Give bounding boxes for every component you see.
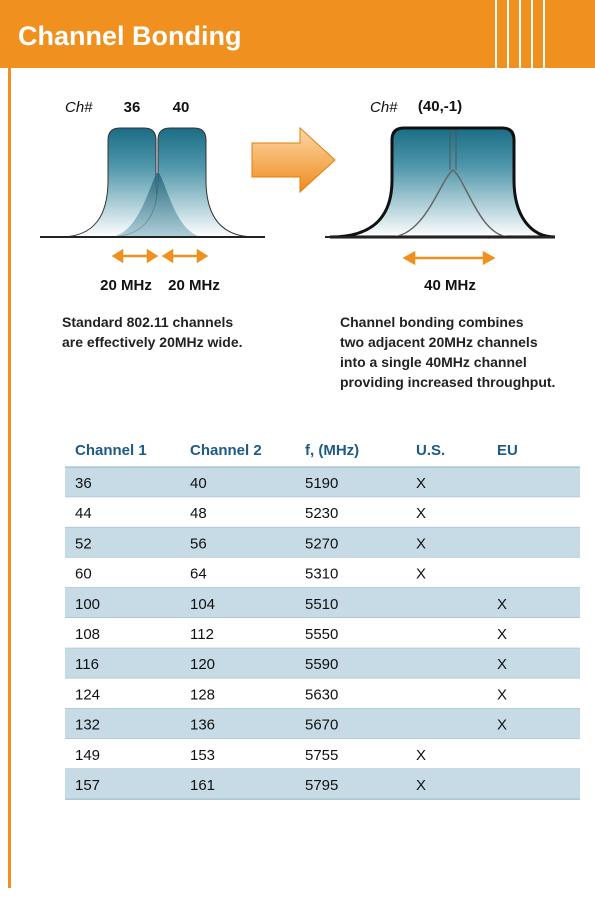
- table-cell: 5230: [305, 505, 338, 522]
- title: Channel Bonding: [18, 21, 241, 51]
- channel-label: 36: [124, 99, 141, 116]
- width-label: 20 MHz: [168, 277, 220, 294]
- table-cell: 48: [190, 505, 207, 522]
- table-cell: 5510: [305, 596, 338, 613]
- channel-label: 40: [173, 99, 190, 116]
- table-cell: X: [497, 686, 507, 703]
- table-cell: 100: [75, 596, 100, 613]
- table-cell: 136: [190, 717, 215, 734]
- caption: Standard 802.11 channels: [62, 314, 233, 330]
- table-cell: X: [497, 656, 507, 673]
- caption: two adjacent 20MHz channels: [340, 334, 538, 350]
- table-cell: 5190: [305, 475, 338, 492]
- table-cell: X: [497, 626, 507, 643]
- table-cell: 161: [190, 777, 215, 794]
- caption: providing increased throughput.: [340, 374, 555, 390]
- table-cell: 64: [190, 566, 207, 583]
- table-cell: X: [416, 777, 426, 794]
- transition-arrow: [252, 128, 335, 192]
- table-cell: X: [416, 535, 426, 552]
- right-figure: [325, 128, 555, 263]
- width-label: 40 MHz: [424, 277, 476, 294]
- table-cell: 5755: [305, 747, 338, 764]
- table-cell: X: [416, 566, 426, 583]
- left-border: [8, 68, 11, 888]
- table-cell: X: [497, 717, 507, 734]
- table-cell: 5590: [305, 656, 338, 673]
- table-cell: 104: [190, 596, 215, 613]
- ch-label: Ch#: [65, 99, 93, 116]
- table-cell: 40: [190, 475, 207, 492]
- width-label: 20 MHz: [100, 277, 152, 294]
- table-cell: X: [416, 475, 426, 492]
- channel-table: Channel 1 Channel 2 f, (MHz) U.S. EU 36 40 5190…: [65, 442, 580, 799]
- table-cell: 132: [75, 717, 100, 734]
- ch-label: Ch#: [370, 99, 398, 116]
- table-header: U.S.: [416, 442, 445, 459]
- table-cell: 149: [75, 747, 100, 764]
- table-header: f, (MHz): [305, 442, 359, 459]
- table-cell: 56: [190, 535, 207, 552]
- channel-label: (40,-1): [418, 98, 462, 115]
- table-cell: 124: [75, 686, 100, 703]
- table-cell: 5795: [305, 777, 338, 794]
- caption: are effectively 20MHz wide.: [62, 334, 243, 350]
- caption: into a single 40MHz channel: [340, 354, 527, 370]
- table-cell: 60: [75, 566, 92, 583]
- table-cell: 108: [75, 626, 100, 643]
- caption: Channel bonding combines: [340, 314, 524, 330]
- table-cell: 52: [75, 535, 92, 552]
- table-header: Channel 2: [190, 442, 262, 459]
- table-header: Channel 1: [75, 442, 147, 459]
- table-cell: X: [497, 596, 507, 613]
- table-cell: 120: [190, 656, 215, 673]
- table-cell: 5310: [305, 566, 338, 583]
- table-cell: X: [416, 747, 426, 764]
- table-cell: 36: [75, 475, 92, 492]
- table-cell: 153: [190, 747, 215, 764]
- table-cell: 5270: [305, 535, 338, 552]
- table-cell: 112: [190, 626, 214, 643]
- table-cell: 116: [75, 656, 99, 673]
- table-cell: 157: [75, 777, 100, 794]
- table-cell: 5670: [305, 717, 338, 734]
- table-cell: 5550: [305, 626, 338, 643]
- table-cell: X: [416, 505, 426, 522]
- table-cell: 44: [75, 505, 92, 522]
- table-cell: 128: [190, 686, 215, 703]
- left-figure: [40, 128, 265, 261]
- table-cell: 5630: [305, 686, 338, 703]
- page: Channel Bonding Ch# 36 40 20 MHz 20 MHz …: [0, 0, 595, 900]
- table-header: EU: [497, 442, 518, 459]
